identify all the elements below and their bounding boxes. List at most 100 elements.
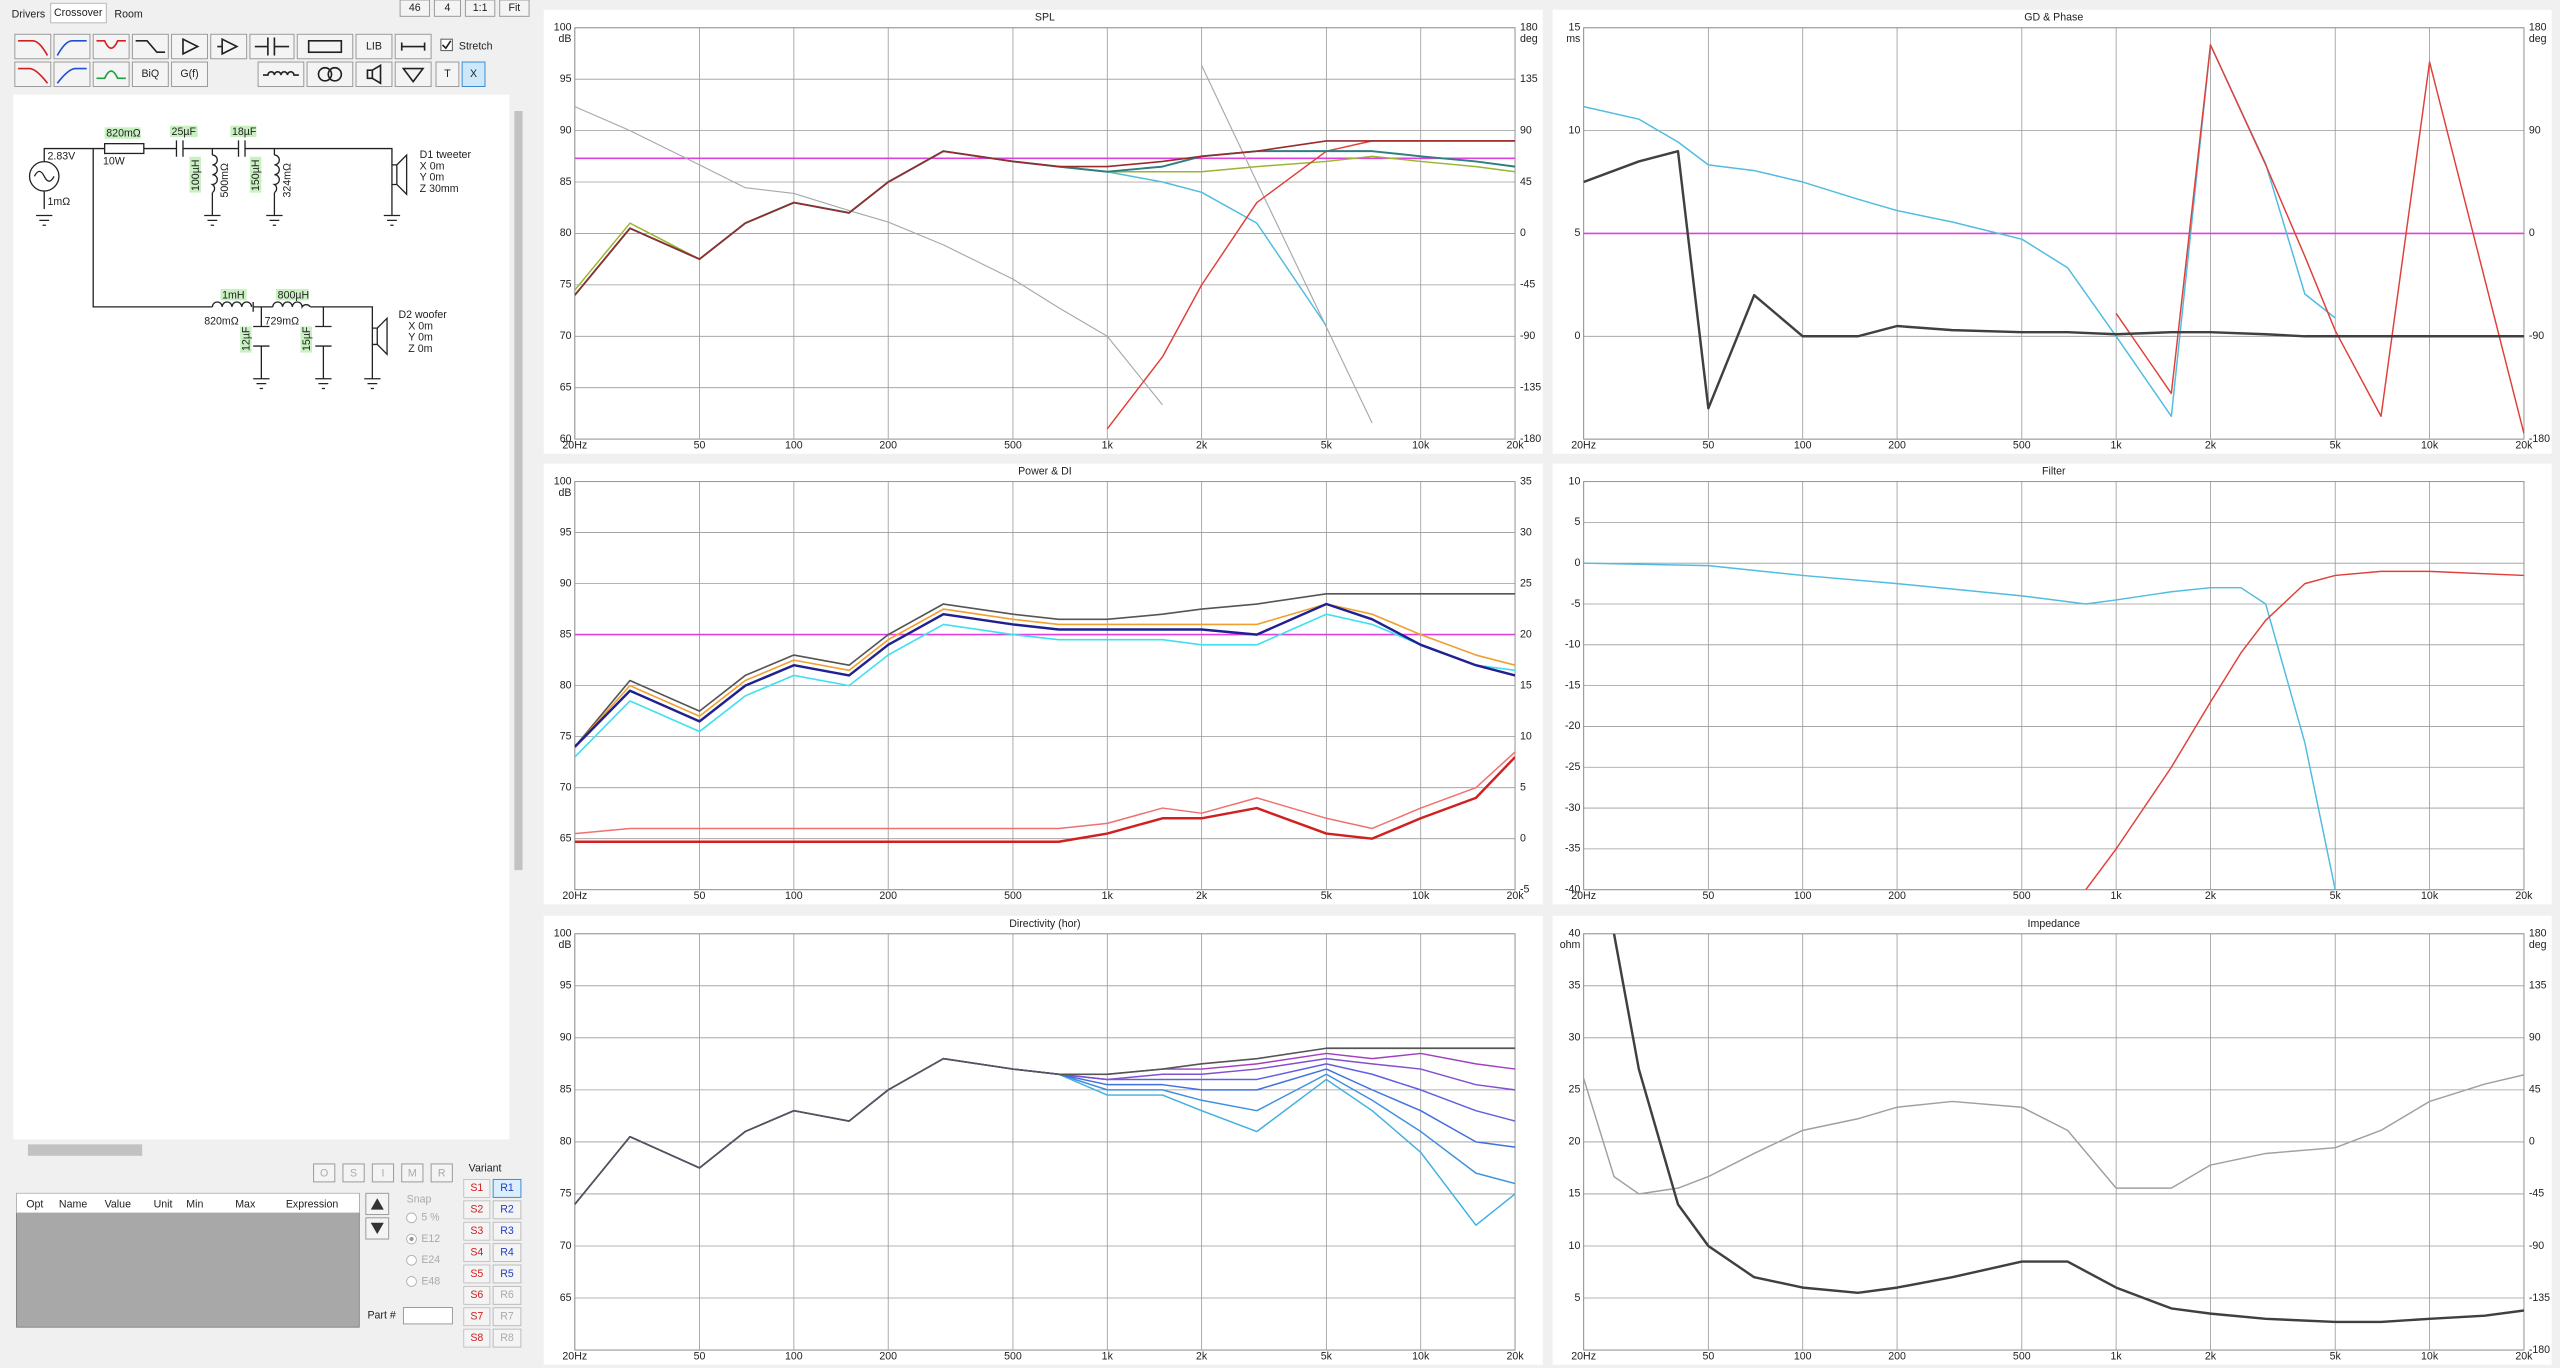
function-button[interactable] [171, 61, 208, 88]
variant-button[interactable] [463, 1264, 491, 1284]
variant-s: S1 [470, 1182, 483, 1194]
series-line [574, 751, 1516, 835]
highpass-button[interactable] [53, 33, 91, 60]
y-tick-label: 85 [560, 1084, 572, 1096]
x-tick-label: 2k [1196, 890, 1208, 902]
plot [1583, 44, 2524, 434]
radio[interactable] [406, 1254, 417, 1266]
variant-button[interactable] [463, 1243, 491, 1262]
variant-button[interactable] [463, 1328, 491, 1348]
variant-r: R4 [500, 1246, 514, 1258]
driver-button[interactable] [355, 61, 393, 88]
lowpass-button[interactable] [14, 33, 52, 60]
y-tick-label: 100 [554, 475, 572, 487]
part-button[interactable] [342, 1163, 365, 1183]
x-button[interactable] [461, 61, 486, 88]
notch-button[interactable] [92, 33, 130, 60]
part-button[interactable] [313, 1163, 336, 1183]
variant-button[interactable] [492, 1285, 522, 1305]
shelf-button[interactable] [131, 33, 169, 60]
zoom-button[interactable] [464, 0, 496, 17]
y-tick-label: 75 [560, 730, 572, 742]
zoom-button[interactable] [433, 0, 461, 17]
variant-button[interactable] [463, 1307, 491, 1327]
y-tick-label: 25 [1569, 1084, 1581, 1096]
schematic-label: 800µH [278, 289, 309, 301]
part-button[interactable] [401, 1163, 424, 1183]
button-label: T [444, 68, 451, 80]
schematic-label: 729mΩ [265, 315, 300, 327]
peak-button[interactable] [92, 61, 130, 88]
y-tick-label: -30 [1565, 802, 1580, 814]
y-tick-label: 80 [560, 1136, 572, 1148]
part-button[interactable] [371, 1163, 395, 1183]
variant-button[interactable] [492, 1307, 522, 1327]
value-tag [230, 125, 257, 138]
variant-button[interactable] [492, 1328, 522, 1348]
zoom-button[interactable] [399, 0, 430, 17]
y-tick-label: -25 [1565, 761, 1580, 773]
icon [56, 67, 87, 84]
y-tick-label: 70 [560, 330, 572, 342]
value-tag [249, 156, 262, 193]
x-tick-label: 1k [1102, 1350, 1114, 1362]
lowpass2-button[interactable] [14, 61, 52, 88]
variant-button[interactable] [463, 1179, 491, 1198]
buffer-button[interactable] [210, 33, 248, 60]
y-tick-label: 90 [560, 1032, 572, 1044]
y-tick-label: 15 [1569, 1188, 1581, 1200]
series-line [574, 603, 1516, 748]
x-tick-label: 200 [1888, 1350, 1906, 1362]
variant-button[interactable] [463, 1200, 491, 1220]
y-unit: ms [1566, 33, 1580, 45]
scroll-thumb[interactable] [514, 111, 523, 871]
parts-table[interactable] [16, 1192, 360, 1328]
text-button[interactable] [435, 61, 460, 88]
snap-option: 5 % [421, 1212, 440, 1224]
x-tick-label: 50 [1702, 1350, 1714, 1362]
variant-button[interactable] [492, 1200, 522, 1220]
zoom-label: 4 [444, 2, 450, 14]
icon [400, 42, 426, 51]
amp-button[interactable] [171, 33, 208, 60]
schematic-label: 25µF [172, 126, 197, 138]
variant-button[interactable] [492, 1243, 522, 1263]
variant-s: S7 [470, 1311, 483, 1323]
schematic-canvas[interactable] [13, 94, 510, 1140]
variant-title: Variant [469, 1163, 502, 1175]
stretch-checkbox[interactable] [440, 38, 453, 52]
variant-button[interactable] [463, 1285, 491, 1305]
x-tick-label: 500 [2013, 1350, 2031, 1362]
biquad-button[interactable] [131, 61, 169, 88]
tab[interactable]: Crossover [54, 7, 103, 19]
tab[interactable]: Room [114, 8, 142, 20]
part-button[interactable] [430, 1163, 453, 1183]
radio[interactable] [406, 1212, 417, 1224]
variant-button[interactable] [463, 1221, 491, 1241]
y2-tick-label: 90 [2529, 1032, 2541, 1044]
variant-button[interactable] [492, 1264, 522, 1284]
variant-button[interactable] [492, 1221, 522, 1241]
ground-button[interactable] [394, 61, 432, 88]
x-tick-label: 100 [1794, 890, 1812, 902]
column-header: Expression [286, 1199, 339, 1211]
series-line [574, 602, 1516, 748]
part-number-input[interactable] [402, 1307, 453, 1325]
snap-title: Snap [407, 1194, 432, 1206]
plot [574, 1047, 1516, 1226]
x-tick-label: 20Hz [1571, 890, 1596, 902]
scroll-thumb[interactable] [27, 1144, 143, 1156]
radio[interactable] [406, 1276, 417, 1287]
icon [96, 39, 126, 49]
highpass2-button[interactable] [53, 61, 91, 88]
chart-panel: SPL 20Hz 50 100 200 500 1k 2k 5k 10k 20k 60 65 70 75 80… [543, 9, 1543, 454]
resistor-button[interactable] [296, 33, 354, 60]
icon [217, 37, 239, 56]
y2-tick-label: 10 [1520, 730, 1532, 742]
transformer-button[interactable] [306, 61, 354, 88]
library-button[interactable] [355, 33, 393, 60]
tab[interactable]: Drivers [12, 8, 46, 20]
zoom-button[interactable] [499, 0, 530, 17]
y2-tick-label: 35 [1520, 475, 1532, 487]
variant-button[interactable] [492, 1178, 522, 1198]
